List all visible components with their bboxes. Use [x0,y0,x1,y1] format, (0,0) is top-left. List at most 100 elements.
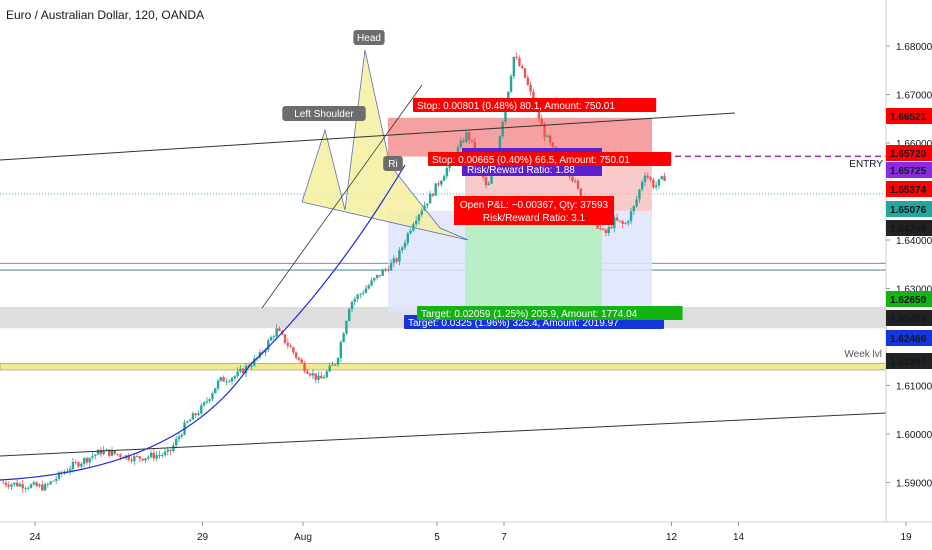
candle-body [110,450,114,456]
stop-label-second: Stop: 0.00665 (0.40%) 66.5, Amount: 750.… [432,155,630,166]
candle-body [652,179,655,188]
candle-body [359,293,362,295]
price-tag-bg [886,162,932,178]
candle-body [484,177,488,186]
candle-body [194,413,197,416]
candle-body [127,455,130,460]
price-tag-bg [886,201,932,217]
candle-body [200,405,203,414]
candle-body [99,449,103,455]
candle-body [147,456,150,459]
candle-body [395,258,398,262]
candle-body [52,480,55,482]
candle-body [526,77,529,85]
candle-body [348,309,351,321]
y-tick-label: 1.61000 [896,382,932,393]
price-tag-label: 1.62650 [890,295,927,306]
candle-body [230,378,234,382]
candle-body [646,175,649,178]
candle-body [521,66,524,69]
x-tick-label: Aug [294,532,312,543]
candle-body [342,333,345,343]
candle-body [303,363,306,372]
candle-body [77,462,80,467]
price-tag-bg [886,291,932,307]
candle-body [654,185,658,188]
candle-body [216,380,220,389]
candle-body [571,176,574,182]
candle-body [66,470,69,472]
candle-body [339,342,343,358]
candle-body [599,228,602,230]
candle-body [663,176,666,181]
candle-body [29,484,33,488]
candle-body [532,91,535,104]
candle-body [364,288,368,293]
candle-body [283,334,287,343]
price-tag-bg [886,330,932,346]
candle-body [512,56,516,77]
candle-body [490,170,493,184]
candle-body [7,484,10,487]
x-tick-label: 24 [29,532,41,543]
candle-body [239,368,242,372]
price-tag-label: 1.61397 [890,357,927,368]
candle-body [546,135,549,138]
parabolic-curve [0,164,406,481]
candle-body [43,484,47,491]
price-tag-bg [886,220,932,236]
candle-body [387,269,390,271]
candle-body [378,274,382,276]
candle-body [294,352,298,358]
candle-body [292,347,295,353]
candle-body [406,233,410,243]
pattern-label-bg [353,30,385,45]
candle-body [18,484,22,487]
x-tick-label: 12 [666,532,678,543]
candle-body [423,205,426,211]
candle-body [504,105,507,122]
candle-body [649,177,652,180]
candle-body [613,217,616,229]
candle-body [501,121,504,137]
candle-body [105,449,108,451]
week-level-zone [0,362,887,371]
candle-body [49,481,52,485]
x-tick-label: 29 [197,532,209,543]
candle-body [537,108,541,119]
candle-body [367,285,370,289]
candle-body [314,373,317,380]
y-tick-label: 1.68000 [896,42,932,53]
candle-body [85,458,89,463]
candle-body [660,176,663,180]
candle-body [166,449,170,452]
candle-body [15,482,19,487]
price-tag-label: 1.64709 [890,224,927,235]
candle-body [219,377,223,381]
candle-body [113,450,116,454]
candle-body [119,454,122,458]
upper-trendline [0,112,736,161]
candle-body [604,229,608,233]
candle-body [244,365,248,374]
candle-body [361,292,365,294]
candle-body [250,365,253,367]
candle-body [275,328,278,337]
candle-body [94,454,97,457]
candle-body [155,455,158,459]
candle-body [615,217,619,221]
price-tag-label: 1.62466 [890,334,927,345]
candle-body [130,459,133,462]
price-tag-label: 1.66521 [890,112,927,123]
candle-body [523,68,527,78]
price-tag-bg [886,145,932,161]
candle-body [91,456,94,458]
candle-body [629,211,633,222]
stop-label-top-box [413,98,657,112]
candle-body [431,193,435,196]
candle-body [440,180,443,185]
x-tick-label: 19 [900,532,912,543]
candle-body [320,375,323,379]
candle-body [222,377,225,382]
